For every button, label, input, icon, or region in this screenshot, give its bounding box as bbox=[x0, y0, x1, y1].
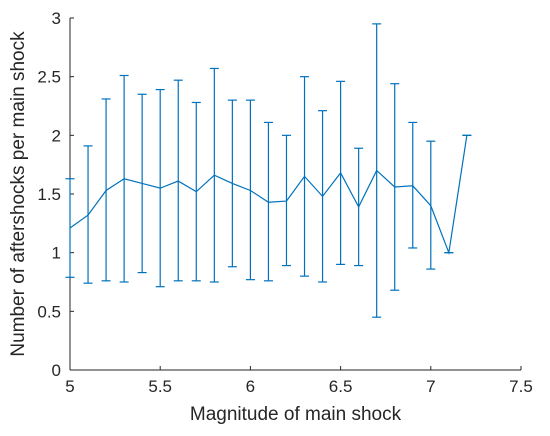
error-bar bbox=[426, 140, 436, 270]
error-bar bbox=[390, 83, 400, 291]
error-bar bbox=[101, 98, 111, 282]
error-bar bbox=[191, 101, 201, 282]
x-axis-label: Magnitude of main shock bbox=[190, 404, 402, 425]
x-tick-label: 7 bbox=[426, 377, 435, 396]
error-bar bbox=[227, 99, 237, 268]
y-tick-label: 2.5 bbox=[37, 68, 61, 87]
y-tick-label: 0.5 bbox=[37, 302, 61, 321]
error-bar bbox=[300, 76, 310, 277]
error-bar bbox=[65, 178, 75, 278]
error-bar bbox=[155, 88, 165, 288]
error-bar bbox=[83, 145, 93, 284]
x-tick-label: 5 bbox=[65, 377, 74, 396]
error-bar bbox=[263, 121, 273, 282]
x-tick-label: 6 bbox=[246, 377, 255, 396]
y-tick-label: 2 bbox=[52, 126, 61, 145]
error-bar bbox=[408, 121, 418, 249]
error-bar bbox=[137, 93, 147, 274]
y-tick-label: 0 bbox=[52, 361, 61, 380]
error-bar bbox=[245, 99, 255, 281]
error-bar bbox=[318, 110, 328, 283]
axes bbox=[69, 18, 521, 371]
x-tick-label: 5.5 bbox=[148, 377, 172, 396]
error-bar bbox=[372, 23, 382, 318]
y-tick-label: 3 bbox=[52, 9, 61, 28]
x-tick-label: 6.5 bbox=[329, 377, 353, 396]
error-bar bbox=[173, 79, 183, 282]
series bbox=[65, 23, 472, 318]
error-bar bbox=[119, 74, 129, 283]
y-axis-label: Number of aftershocks per main shock bbox=[8, 31, 29, 357]
y-tick-label: 1 bbox=[52, 244, 61, 263]
x-tick-label: 7.5 bbox=[509, 377, 533, 396]
error-bar bbox=[354, 147, 364, 267]
error-bar bbox=[209, 67, 219, 283]
y-tick-label: 1.5 bbox=[37, 185, 61, 204]
ticks: 5 5.5 6 6.5 7 7.5 0 0.5 1 1.5 2 2.5 3 bbox=[37, 9, 532, 396]
error-bar bbox=[336, 80, 346, 265]
error-bar bbox=[281, 134, 291, 267]
